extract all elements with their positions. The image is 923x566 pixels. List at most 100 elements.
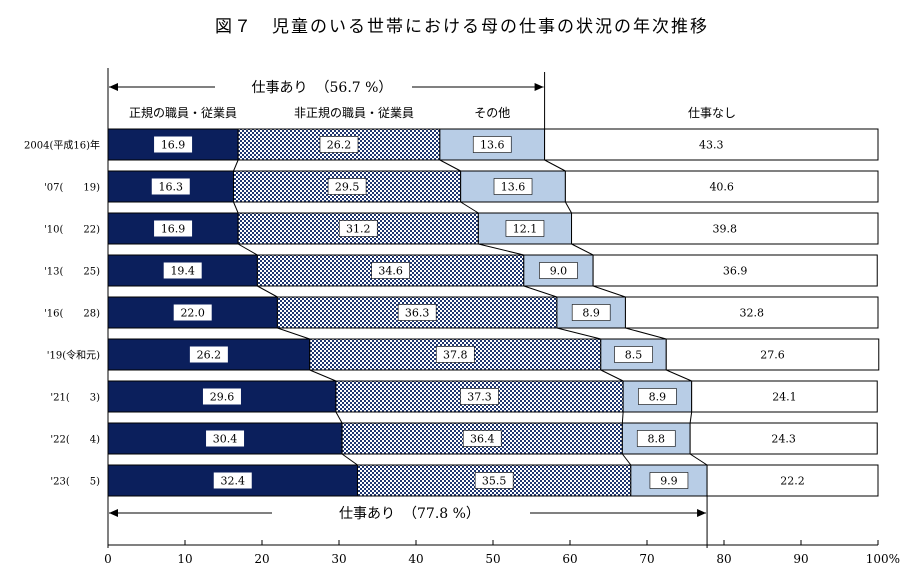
value-label: 30.4: [213, 433, 238, 446]
value-label-box: [213, 472, 252, 489]
connector-line: [233, 159, 239, 172]
value-label: 16.9: [161, 223, 186, 236]
value-label: 37.3: [467, 391, 492, 404]
bar-segment: [564, 170, 879, 203]
value-label-box: [462, 430, 502, 447]
value-label: 36.3: [405, 307, 430, 320]
value-label-box: [319, 136, 359, 153]
value-label-box: [397, 304, 437, 321]
value-label-box: [163, 262, 202, 279]
value-label-box: [636, 430, 676, 447]
connector-line: [564, 201, 572, 214]
value-label: 9.9: [660, 475, 678, 488]
connector-line: [592, 285, 626, 298]
value-label-box: [472, 136, 512, 153]
x-axis: 0 10 20 30 40 50 60 70 80 90 100%: [104, 540, 900, 566]
connector-line: [689, 453, 708, 466]
value-label: 9.0: [550, 265, 568, 278]
value-label-box: [327, 178, 367, 195]
value-label: 8.5: [625, 349, 643, 362]
value-label-box: [505, 220, 545, 237]
value-label: 31.2: [346, 223, 371, 236]
connector-line: [600, 369, 624, 382]
connector-line: [439, 159, 461, 172]
connector-line: [341, 453, 358, 466]
bars: 16.9 26.2 13.6 43.3 16.3 29.5 13.6 40.6 16.9 31.2…: [107, 128, 880, 497]
connector-line: [621, 411, 624, 424]
connector-line: [335, 411, 343, 424]
bar-segment: [689, 422, 878, 455]
value-label-box: [435, 346, 475, 363]
value-label: 36.9: [723, 265, 748, 278]
bar-segment: [706, 464, 879, 497]
connector-line: [523, 285, 558, 298]
value-label: 22.0: [180, 307, 205, 320]
value-label: 13.6: [501, 181, 526, 194]
value-label: 29.6: [210, 391, 235, 404]
connector-line: [621, 453, 632, 466]
bar-segment: [544, 128, 879, 161]
x-tick-label: 0: [104, 552, 112, 566]
x-tick-label: 40: [408, 552, 423, 566]
connector-line: [625, 327, 667, 340]
value-label: 12.1: [513, 223, 538, 236]
row-label: '22( 4): [50, 435, 100, 446]
value-label: 34.6: [378, 265, 403, 278]
row-label: '19(令和元): [47, 349, 100, 362]
row-label: '16( 28): [44, 309, 100, 320]
value-label: 24.3: [771, 433, 796, 446]
series-header: 正規の職員・従業員: [129, 105, 237, 120]
connector-lines: [233, 159, 708, 466]
value-label-box: [371, 262, 410, 279]
value-label: 22.2: [780, 475, 805, 488]
value-label-box: [638, 388, 677, 405]
value-label-box: [206, 430, 245, 447]
value-label: 36.4: [470, 433, 495, 446]
bar-segment: [624, 296, 879, 329]
x-tick-label: 20: [254, 552, 269, 566]
series-headers: 正規の職員・従業員 非正規の職員・従業員 その他 仕事なし: [129, 105, 736, 120]
x-tick-label: 100%: [866, 552, 900, 566]
connector-line: [460, 201, 479, 214]
bar-segment: [665, 338, 880, 371]
x-tick-label: 80: [716, 552, 731, 566]
row-label: '07( 19): [44, 183, 100, 194]
value-label: 8.9: [649, 391, 667, 404]
value-label: 43.3: [699, 139, 724, 152]
chart-title: 図７ 児童のいる世帯における母の仕事の状況の年次推移: [215, 17, 709, 37]
value-label-box: [649, 472, 689, 489]
value-label: 32.4: [220, 475, 245, 488]
connector-line: [257, 285, 278, 298]
value-label-box: [460, 388, 499, 405]
connector-line: [233, 201, 239, 214]
series-header: その他: [474, 106, 510, 120]
row-label: '10( 22): [44, 225, 100, 236]
connector-line: [544, 159, 566, 172]
x-tick-label: 70: [639, 552, 654, 566]
value-label-box: [154, 136, 193, 153]
value-label: 39.8: [713, 223, 738, 236]
series-header: 仕事なし: [688, 106, 736, 120]
annotations: 仕事あり （56.7 %） 仕事あり （77.8 %）: [107, 68, 708, 548]
row-labels: 2004(平成16)年 '07( 19) '10( 22) '13( 25) '16( …: [24, 139, 100, 488]
connector-line: [277, 327, 310, 340]
top-annotation-value: （56.7 %）: [316, 80, 393, 96]
value-label-box: [202, 388, 241, 405]
value-label-box: [539, 262, 578, 279]
value-label: 8.8: [647, 433, 665, 446]
value-label: 29.5: [335, 181, 360, 194]
row-label: 2004(平成16)年: [24, 139, 100, 152]
connector-line: [689, 411, 693, 424]
value-label-box: [474, 472, 514, 489]
value-label: 40.6: [709, 181, 734, 194]
value-label: 26.2: [327, 139, 352, 152]
top-annotation-arrow-head-right: [534, 83, 544, 91]
x-tick-label: 30: [331, 552, 346, 566]
value-label-box: [338, 220, 378, 237]
connector-line: [556, 327, 601, 340]
bottom-annotation-label: 仕事あり: [339, 506, 395, 522]
connector-line: [571, 243, 594, 256]
value-label: 35.5: [482, 475, 507, 488]
bottom-annotation-value: （77.8 %）: [403, 506, 480, 522]
